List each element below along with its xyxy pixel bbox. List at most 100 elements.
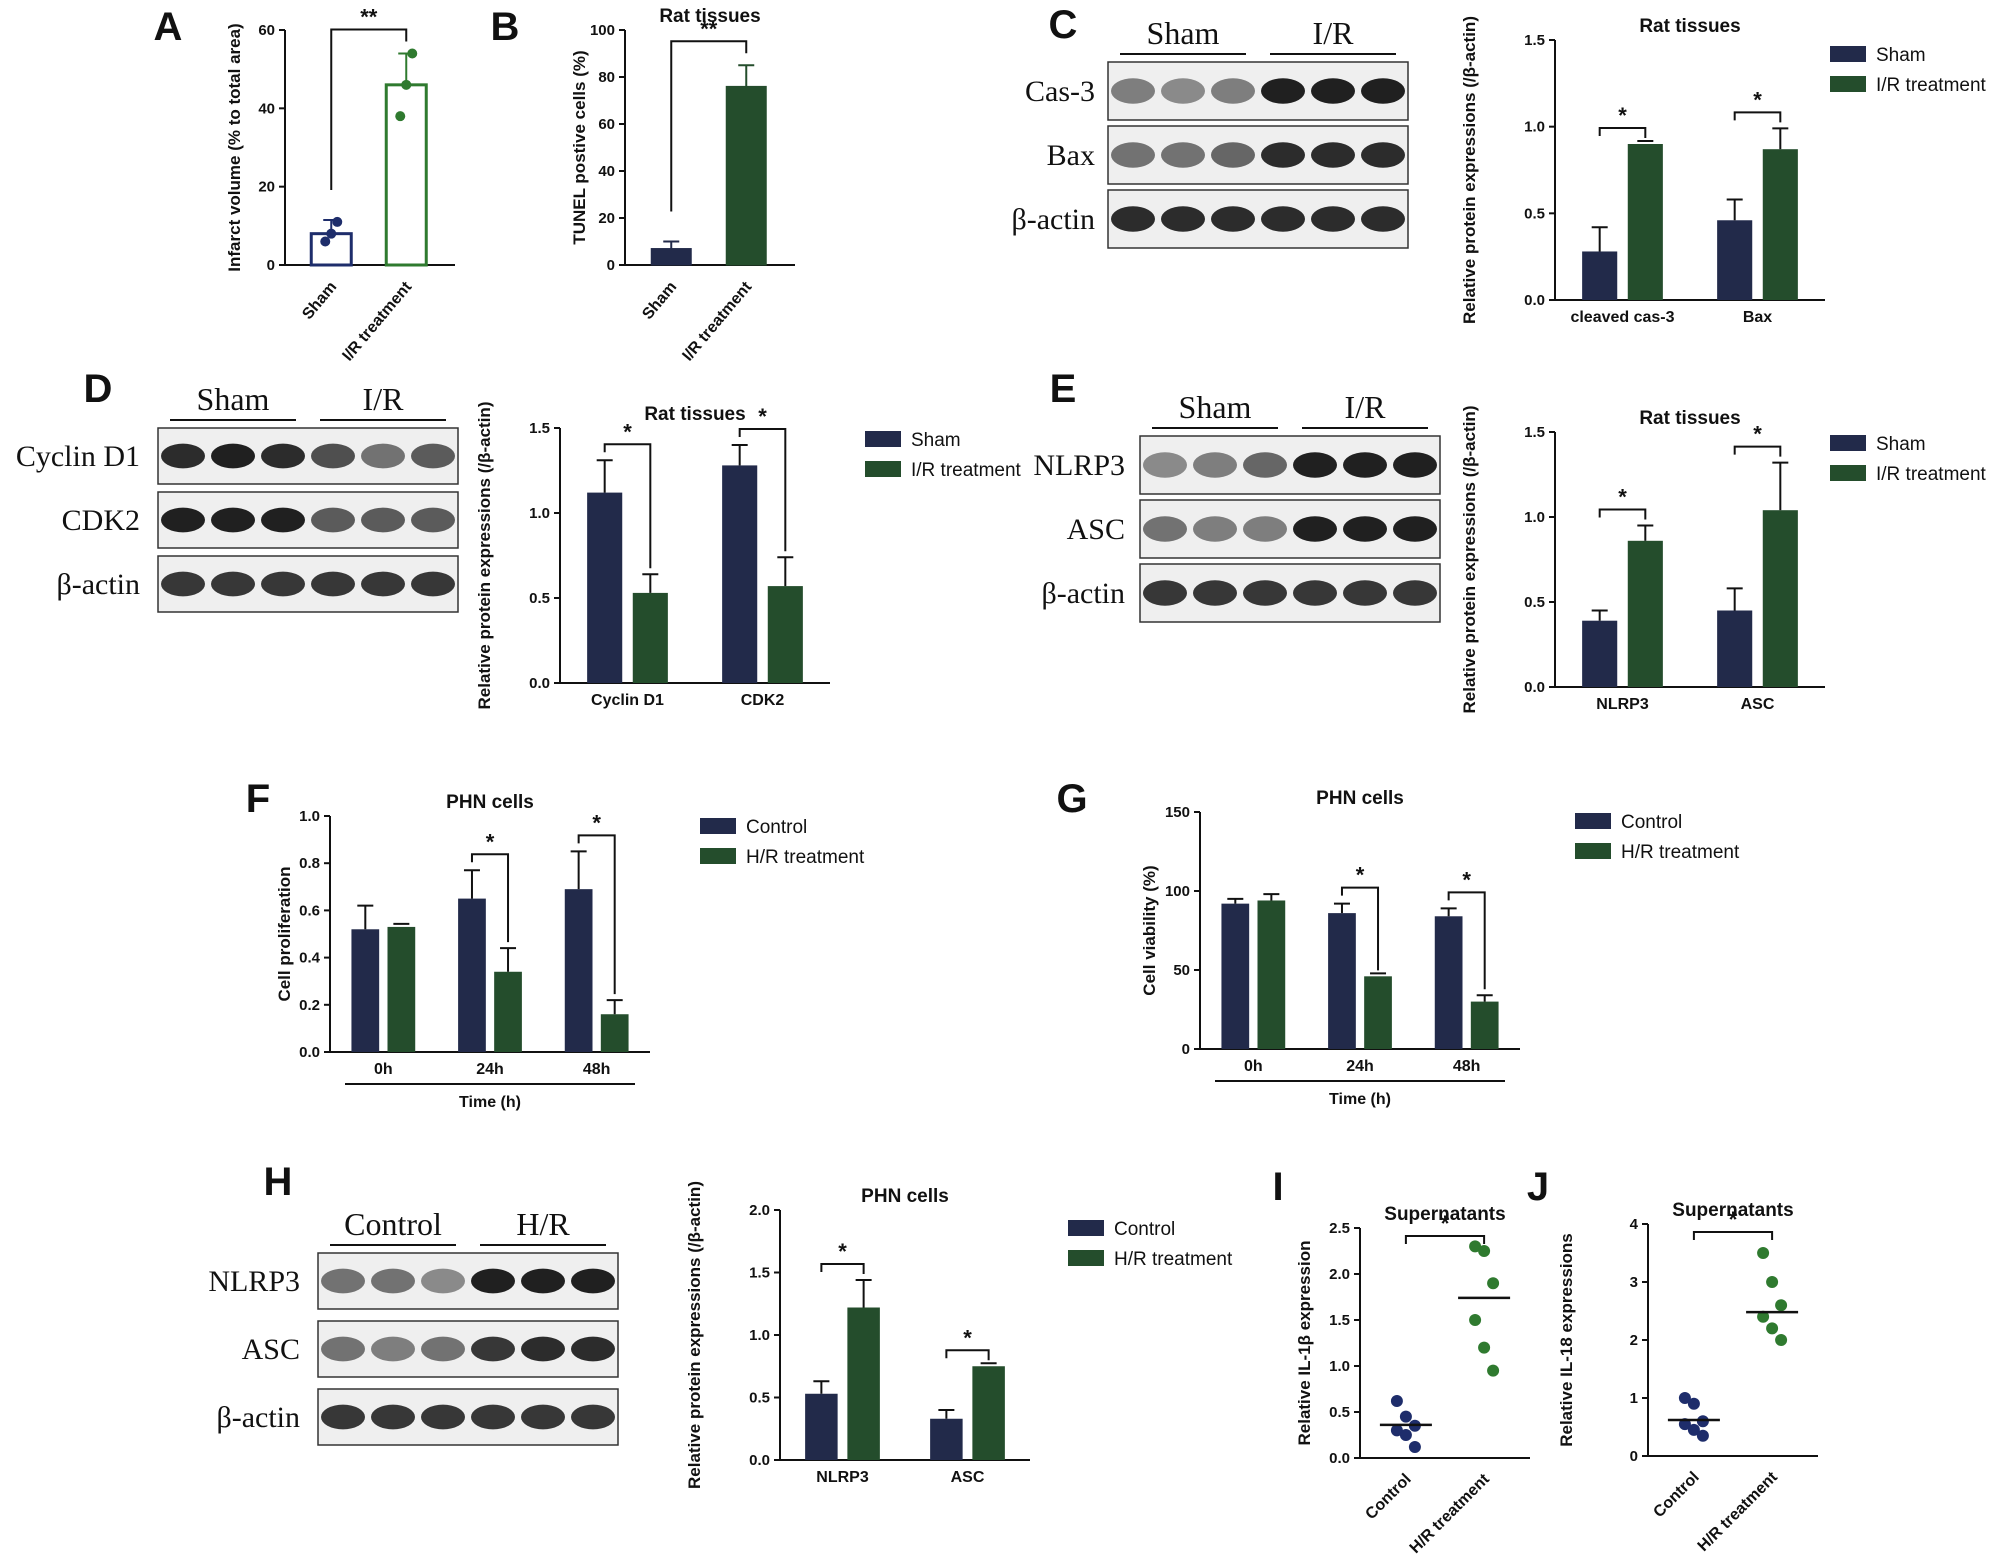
blot-band — [1243, 452, 1287, 478]
significance-label: * — [963, 1325, 972, 1350]
x-category-label: ASC — [1741, 696, 1775, 713]
blot-band — [1361, 142, 1405, 168]
y-axis-label: Relative IL-1β expression — [1295, 1240, 1314, 1445]
x-category-label: 0h — [1244, 1058, 1263, 1075]
significance-bracket — [738, 428, 787, 552]
y-tick-label: 0.0 — [529, 675, 550, 692]
blot-band — [521, 1404, 565, 1430]
blot-band — [1111, 142, 1155, 168]
y-tick-label: 1.0 — [1524, 119, 1545, 136]
blot-strip — [1139, 499, 1441, 559]
y-axis-label: Cell viability (%) — [1140, 865, 1159, 995]
chart-panel-I: 0.0 0.5 1.0 1.5 2.0 2.5 Relative IL-1β express… — [1272, 1165, 1530, 1557]
x-category-label: Sham — [639, 279, 680, 323]
significance-bracket — [330, 28, 408, 190]
bar — [1257, 900, 1286, 1049]
significance-label: * — [623, 419, 632, 444]
blot-band — [1293, 452, 1337, 478]
bar — [725, 85, 767, 266]
y-tick-label: 0.6 — [299, 902, 320, 919]
blot-band — [361, 443, 405, 469]
blot-band — [1111, 206, 1155, 232]
bar — [587, 492, 623, 683]
chart-panel-F: 0.0 0.2 0.4 0.6 0.8 1.0 Cell proliferation PHN … — [246, 777, 865, 1111]
blot-band — [411, 571, 455, 597]
blot-row-label: Cyclin D1 — [16, 440, 140, 473]
data-point — [1487, 1277, 1500, 1290]
bar — [1627, 540, 1663, 687]
y-axis-label: Relative protein expressions (/β-actin) — [1460, 16, 1479, 324]
y-tick-label: 2.5 — [1329, 1220, 1350, 1237]
western-blot-D: Sham I/R Cyclin D1 CDK2 β-actin — [16, 381, 459, 613]
y-tick-label: 0.5 — [749, 1390, 770, 1407]
y-axis-label: Infarct volume (% to total area) — [225, 23, 244, 271]
x-category-label: Cyclin D1 — [591, 692, 664, 709]
data-point — [1775, 1334, 1788, 1346]
x-category-label: 48h — [1453, 1058, 1481, 1075]
legend-label: I/R treatment — [1876, 464, 1987, 485]
blot-band — [321, 1336, 365, 1362]
data-point — [1757, 1247, 1770, 1259]
chart-title: Supernatants — [1384, 1204, 1505, 1225]
significance-label: * — [1618, 485, 1627, 510]
chart-title: Supernatants — [1672, 1200, 1793, 1221]
blot-group-label: I/R — [1313, 15, 1355, 51]
data-point — [1469, 1240, 1482, 1253]
blot-band — [311, 443, 355, 469]
blot-strip — [317, 1320, 619, 1378]
y-tick-label: 60 — [258, 22, 275, 39]
y-tick-label: 0.4 — [299, 950, 321, 967]
panel-label: D — [84, 367, 113, 411]
panel-label: C — [1049, 3, 1078, 47]
bar — [1717, 220, 1753, 300]
bar — [564, 889, 593, 1052]
bar — [387, 926, 416, 1052]
significance-label: ** — [700, 16, 718, 41]
legend-label: Sham — [1876, 45, 1926, 66]
blot-band — [321, 1404, 365, 1430]
significance-bracket — [1404, 1235, 1486, 1244]
blot-band — [521, 1268, 565, 1294]
panel-label: E — [1050, 367, 1077, 411]
blot-band — [521, 1336, 565, 1362]
bar — [972, 1366, 1005, 1460]
bar — [650, 248, 692, 266]
blot-band — [211, 507, 255, 533]
blot-strip — [317, 1252, 619, 1310]
blot-band — [161, 507, 205, 533]
x-category-label: 0h — [374, 1061, 393, 1078]
blot-band — [1311, 142, 1355, 168]
western-blot-E: Sham I/R NLRP3 ASC β-actin — [1033, 389, 1441, 623]
panel-label: F — [246, 777, 270, 821]
data-point — [1469, 1314, 1482, 1326]
y-axis-label: Cell proliferation — [275, 866, 294, 1001]
blot-band — [1193, 516, 1237, 542]
legend-label: Sham — [911, 430, 961, 451]
data-point — [320, 236, 331, 247]
blot-band — [1143, 580, 1187, 606]
x-category-label: 24h — [1346, 1058, 1374, 1075]
blot-strip — [157, 427, 459, 485]
y-tick-label: 40 — [598, 163, 615, 180]
panel-label: A — [154, 5, 183, 49]
bar — [458, 898, 486, 1052]
blot-strip — [1107, 61, 1409, 121]
significance-bracket — [1447, 891, 1486, 990]
y-tick-label: 100 — [1165, 883, 1190, 900]
blot-band — [371, 1404, 415, 1430]
significance-bracket — [670, 40, 748, 212]
x-category-label: cleaved cas-3 — [1570, 309, 1674, 326]
y-tick-label: 0.2 — [299, 997, 320, 1014]
blot-band — [1143, 452, 1187, 478]
legend-label: Control — [746, 817, 807, 838]
blot-band — [161, 443, 205, 469]
bar — [494, 971, 522, 1052]
blot-band — [1293, 516, 1337, 542]
data-point — [1478, 1245, 1491, 1257]
blot-band — [421, 1404, 465, 1430]
chart-title: PHN cells — [446, 792, 534, 813]
y-tick-label: 150 — [1165, 804, 1190, 821]
blot-band — [1311, 78, 1355, 104]
bar — [767, 586, 803, 683]
bar — [1221, 903, 1250, 1049]
